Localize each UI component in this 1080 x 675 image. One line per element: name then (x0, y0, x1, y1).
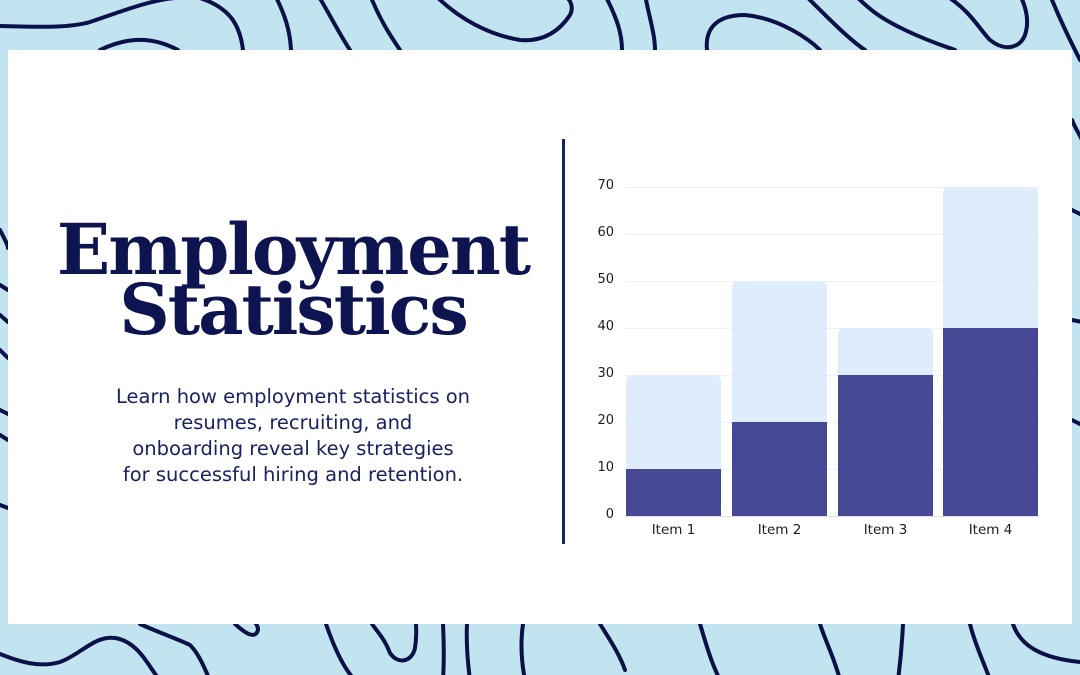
x-axis-label: Item 3 (863, 522, 908, 538)
y-tick-label: 30 (597, 366, 614, 381)
y-tick-label: 60 (597, 225, 614, 240)
page-title: Employment Statistics (28, 208, 558, 351)
vertical-divider (562, 139, 565, 544)
x-axis-label: Item 4 (968, 522, 1013, 538)
y-tick-label: 10 (597, 460, 614, 475)
subtitle-line: onboarding reveal key strategies (132, 437, 454, 460)
y-tick-label: 20 (597, 413, 614, 428)
gridline (625, 281, 1039, 282)
title-line-1: Employment (56, 208, 531, 291)
bar-3 (838, 328, 933, 516)
bar-segment-series-1 (943, 328, 1038, 516)
subtitle: Learn how employment statistics on resum… (63, 384, 523, 488)
x-axis-label: Item 1 (651, 522, 696, 538)
subtitle-line: for successful hiring and retention. (122, 463, 464, 486)
bar-2 (732, 281, 827, 516)
gridline (625, 469, 1039, 470)
gridline (625, 422, 1039, 423)
title-line-2: Statistics (119, 268, 469, 351)
gridline (625, 187, 1039, 188)
bar-segment-series-1 (732, 422, 827, 516)
bar-segment-series-2 (943, 187, 1038, 328)
slide-card: Employment Statistics Learn how employme… (8, 50, 1072, 624)
bar-segment-series-2 (732, 281, 827, 422)
y-tick-label: 0 (605, 507, 614, 522)
y-tick-label: 50 (597, 272, 614, 287)
gridline (625, 234, 1039, 235)
y-tick-label: 70 (597, 178, 614, 193)
x-axis-label: Item 2 (757, 522, 802, 538)
bar-segment-series-2 (838, 328, 933, 375)
x-axis-line (625, 516, 1039, 517)
subtitle-line: resumes, recruiting, and (173, 411, 413, 434)
bar-1 (626, 375, 721, 516)
subtitle-line: Learn how employment statistics on (116, 385, 470, 408)
bar-4 (943, 187, 1038, 516)
bar-segment-series-1 (838, 375, 933, 516)
gridline (625, 328, 1039, 329)
y-tick-label: 40 (597, 319, 614, 334)
bar-segment-series-1 (626, 469, 721, 516)
gridline (625, 375, 1039, 376)
stacked-bar-chart: 0 10 20 30 40 50 60 70 Item 1 Item 2 Item 3 Item 4 (8, 50, 1072, 624)
bar-segment-series-2 (626, 375, 721, 469)
